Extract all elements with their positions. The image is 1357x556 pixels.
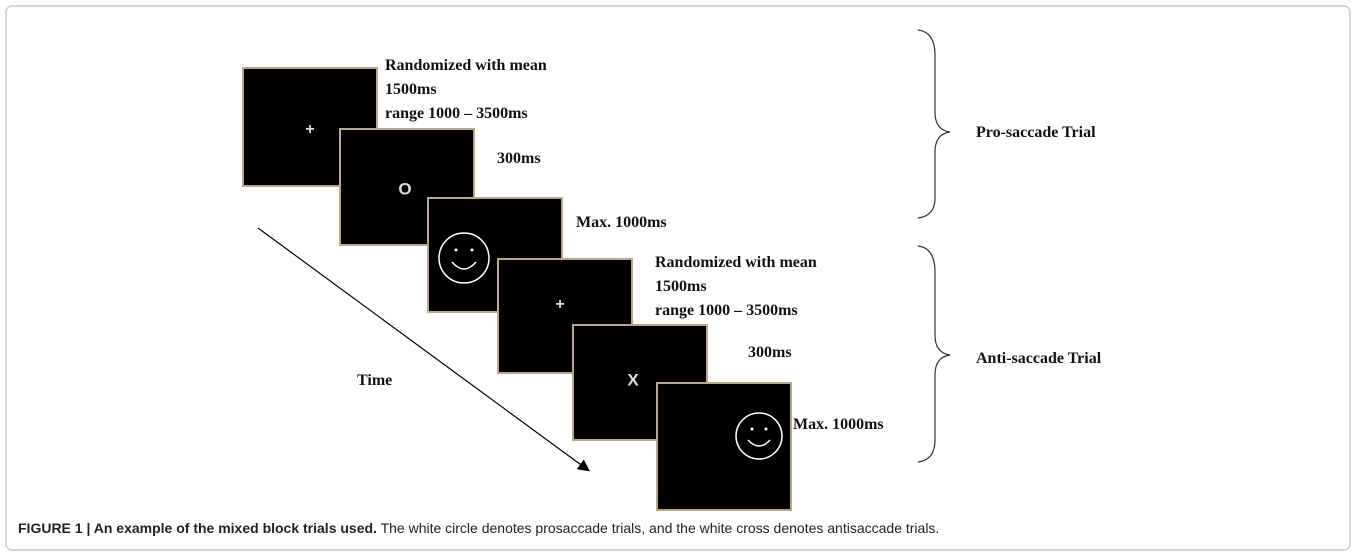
timing: Max. 1000ms bbox=[576, 214, 667, 231]
timing: 1500ms bbox=[385, 81, 437, 98]
time-arrow bbox=[257, 227, 590, 472]
fixation: + bbox=[555, 296, 564, 313]
cue: X bbox=[627, 370, 639, 389]
caption-label: FIGURE 1 | An example of the mixed block… bbox=[18, 520, 377, 536]
timing: Max. 1000ms bbox=[793, 416, 884, 433]
fixation: + bbox=[305, 121, 314, 138]
caption-text: The white circle denotes prosaccade tria… bbox=[381, 520, 940, 536]
timing: Randomized with mean bbox=[385, 57, 547, 74]
screen bbox=[656, 382, 792, 511]
timing: 300ms bbox=[497, 150, 541, 167]
smiley bbox=[735, 412, 783, 460]
trial-label: Pro-saccade Trial bbox=[976, 124, 1096, 141]
screen bbox=[497, 258, 633, 374]
trial-label: Anti-saccade Trial bbox=[976, 350, 1102, 367]
timing: 300ms bbox=[748, 344, 792, 361]
smiley bbox=[438, 232, 490, 284]
time-label: Time bbox=[357, 372, 392, 389]
timing: range 1000 – 3500ms bbox=[655, 302, 798, 319]
timing: 1500ms bbox=[655, 278, 707, 295]
frame bbox=[5, 5, 1351, 551]
timing: Randomized with mean bbox=[655, 254, 817, 271]
brace bbox=[917, 245, 951, 463]
timing: range 1000 – 3500ms bbox=[385, 105, 528, 122]
cue: O bbox=[398, 179, 411, 198]
caption: FIGURE 1 | An example of the mixed block… bbox=[18, 520, 939, 536]
brace bbox=[917, 29, 951, 219]
